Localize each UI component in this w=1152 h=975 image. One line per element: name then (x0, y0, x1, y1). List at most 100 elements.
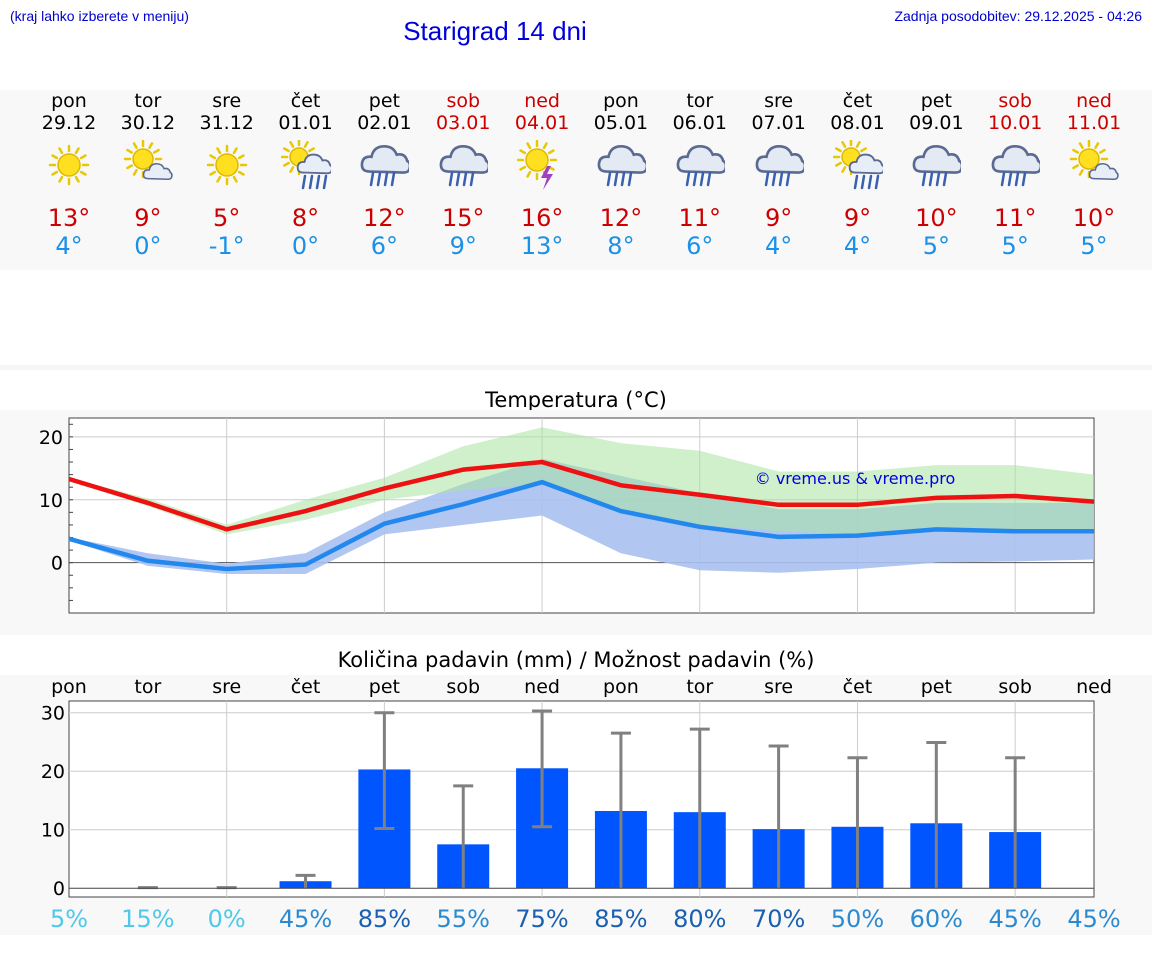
watermark: © vreme.us & vreme.pro (755, 469, 956, 488)
precip-probability: 75% (515, 905, 568, 933)
y-tick-label: 30 (41, 703, 65, 725)
max-temp: 9° (843, 204, 872, 232)
min-temp: 5° (1001, 232, 1029, 260)
sun-cloud-rain-icon (280, 140, 331, 190)
max-temp: 11° (993, 204, 1037, 232)
day-label: čet (291, 676, 321, 698)
min-temp: 4° (55, 232, 83, 260)
day-name: ned (524, 90, 560, 112)
day-date: 05.01 (593, 112, 649, 134)
precip-probability: 85% (594, 905, 647, 933)
cloud-rain-icon (597, 144, 646, 187)
day-label: ned (1076, 676, 1112, 698)
day-label: ned (524, 676, 560, 698)
precip-probability: 85% (358, 905, 411, 933)
day-name: pon (51, 90, 87, 112)
max-temp: 16° (520, 204, 564, 232)
day-date: 06.01 (672, 112, 727, 134)
day-label: sre (764, 676, 793, 698)
day-column: sob 03.01 15° 9° (424, 90, 502, 260)
cloud-rain-icon (676, 144, 725, 187)
day-label: sre (212, 676, 241, 698)
day-label: pon (51, 676, 87, 698)
day-date: 11.01 (1066, 112, 1122, 134)
day-label: čet (843, 676, 873, 698)
max-temp: 12° (599, 204, 643, 232)
precip-chart-title: Količina padavin (mm) / Možnost padavin … (337, 648, 815, 672)
day-name: čet (290, 90, 321, 112)
min-temp-line (68, 479, 1094, 572)
sun-cloud-icon (123, 140, 173, 180)
day-name: ned (1076, 90, 1112, 112)
min-temp: 5° (1080, 232, 1108, 260)
max-temp: 8° (291, 204, 320, 232)
max-temp: 10° (915, 204, 958, 232)
day-label: sob (998, 676, 1032, 698)
y-tick-label: 20 (41, 761, 65, 783)
page-title: Starigrad 14 dni (403, 16, 587, 46)
day-label: pet (921, 676, 952, 698)
max-temp: 15° (441, 204, 485, 232)
day-name: pet (368, 90, 400, 112)
sun-cloud-icon (1069, 140, 1119, 180)
cloud-rain-icon (439, 144, 489, 187)
last-updated: Zadnja posodobitev: 29.12.2025 - 04:26 (894, 8, 1142, 24)
min-temp: 4° (843, 232, 872, 260)
day-column: tor 06.01 11° 6° (661, 90, 739, 260)
max-temp: 9° (134, 204, 162, 232)
cloud-rain-icon (361, 144, 410, 187)
day-column: čet 08.01 9° 4° (819, 90, 897, 260)
min-temp: -1° (208, 232, 245, 260)
day-column: čet 01.01 8° 0° (267, 90, 345, 260)
max-temp: 13° (47, 204, 91, 232)
min-temp: 8° (607, 232, 635, 260)
min-temp-range-band (69, 458, 1094, 574)
day-date: 30.12 (120, 112, 176, 134)
max-temp: 5° (213, 204, 241, 232)
day-name: čet (842, 90, 873, 112)
min-temp: 0° (134, 232, 162, 260)
day-column: pon 29.12 13° 4° (30, 90, 108, 260)
y-tick-label: 10 (39, 490, 63, 512)
day-name: tor (686, 90, 714, 112)
sun-icon (48, 144, 90, 186)
day-name: sob (446, 90, 481, 112)
day-label: sob (446, 676, 480, 698)
min-temp: 13° (520, 232, 564, 260)
cloud-rain-icon (912, 144, 962, 187)
day-date: 03.01 (436, 112, 491, 134)
day-column: sob 10.01 11° 5° (976, 90, 1054, 260)
day-name: pon (603, 90, 639, 112)
y-tick-label: 20 (39, 427, 63, 449)
day-label: tor (134, 676, 161, 698)
day-column: sre 07.01 9° 4° (740, 90, 818, 260)
precip-probability: 70% (752, 905, 805, 933)
cloud-rain-icon (991, 144, 1041, 187)
day-column: pet 09.01 10° 5° (897, 90, 975, 260)
day-column: ned 11.01 10° 5° (1055, 90, 1133, 260)
day-name: sre (212, 90, 242, 112)
day-date: 31.12 (199, 112, 254, 134)
min-temp: 6° (370, 232, 399, 260)
divider (0, 365, 1152, 370)
day-date: 09.01 (909, 112, 964, 134)
day-label: tor (686, 676, 713, 698)
day-name: tor (134, 90, 162, 112)
precip-chart-panel: pon tor sre čet pet sob ned pon tor sre čet pet sob n… (0, 675, 1152, 935)
precip-probability: 45% (988, 905, 1041, 933)
temperature-chart: 20 10 0 © vreme.us & vreme.pro (39, 417, 1095, 614)
min-temp: 6° (686, 232, 714, 260)
max-temp: 10° (1072, 204, 1116, 232)
max-temp: 11° (678, 204, 722, 232)
menu-hint: (kraj lahko izberete v meniju) (10, 8, 189, 24)
y-tick-label: 0 (51, 553, 63, 575)
precip-probability: 80% (673, 905, 726, 933)
precip-probability: 55% (437, 905, 490, 933)
cloud-rain-icon (755, 144, 804, 187)
day-label: pon (603, 676, 639, 698)
day-date: 01.01 (278, 112, 333, 134)
max-temp-line (68, 459, 1095, 532)
day-date: 02.01 (357, 112, 412, 134)
min-temp: 9° (449, 232, 477, 260)
precip-probability: 45% (1067, 905, 1120, 933)
